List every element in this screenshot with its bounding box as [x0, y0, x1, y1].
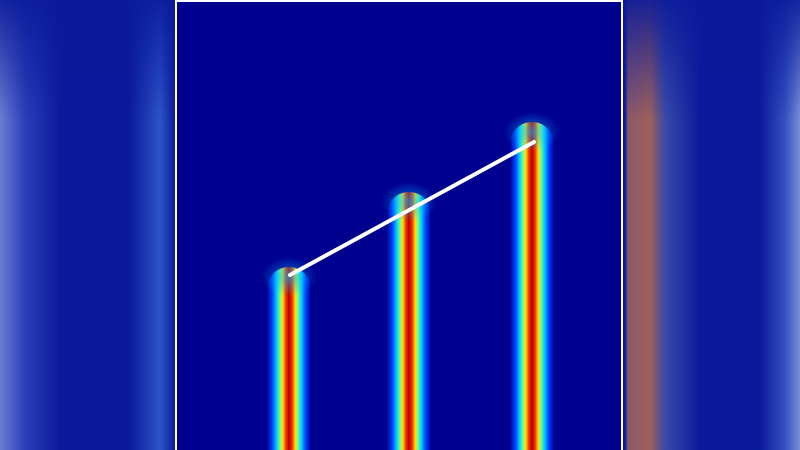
connector-line-svg: [288, 140, 536, 277]
simulation-panel: [175, 0, 623, 450]
tip-connector-line: [288, 140, 536, 277]
